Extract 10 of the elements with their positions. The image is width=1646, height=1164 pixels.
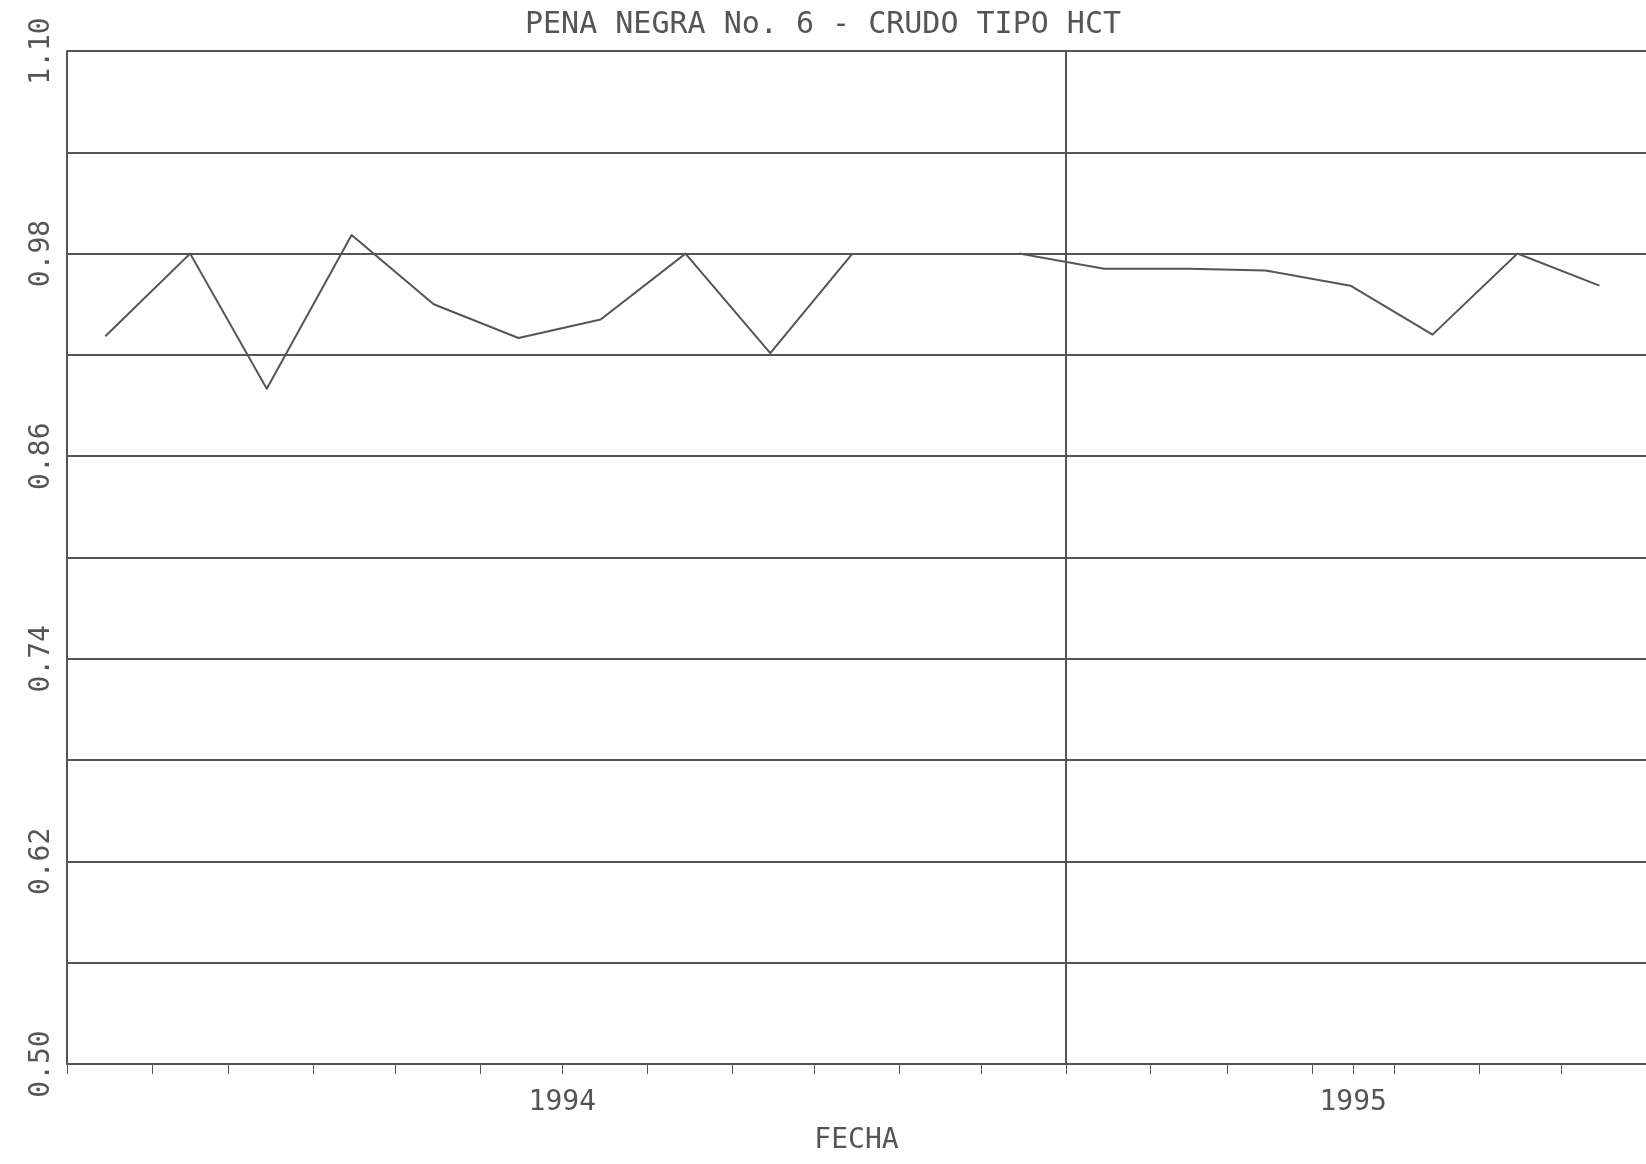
y-tick-label: 0.98 bbox=[22, 219, 56, 288]
x-tick-label: 1995 bbox=[1319, 1083, 1387, 1117]
x-axis-title: FECHA bbox=[814, 1121, 899, 1155]
y-tick-label: 0.74 bbox=[22, 625, 56, 693]
chart-title: PENA NEGRA No. 6 - CRUDO TIPO HCT bbox=[524, 4, 1122, 40]
y-tick-label: 1.10 bbox=[22, 17, 56, 85]
x-tick-label: 1994 bbox=[528, 1083, 597, 1117]
y-tick-label: 0.62 bbox=[22, 827, 56, 896]
y-tick-label: 0.50 bbox=[22, 1030, 56, 1098]
y-tick-label: 0.86 bbox=[22, 422, 56, 490]
